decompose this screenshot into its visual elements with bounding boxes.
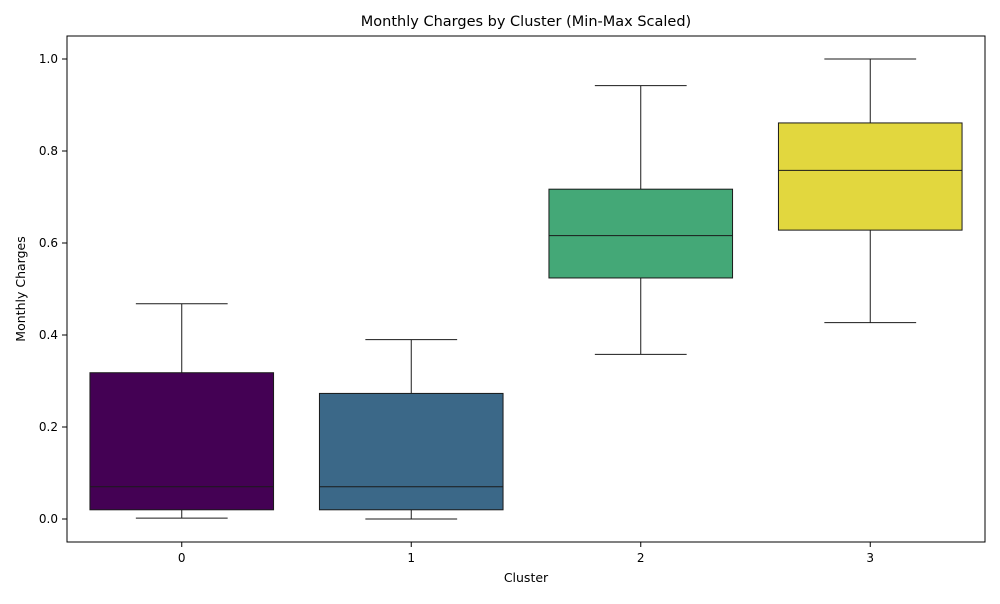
plot-frame: [66, 35, 986, 543]
x-tick-label: 2: [637, 551, 645, 565]
box-group-cluster-0: [89, 303, 275, 519]
box-group-cluster-2: [548, 85, 734, 355]
y-tick-label: 0.4: [39, 328, 58, 342]
iqr-box: [548, 188, 734, 279]
iqr-box: [318, 392, 504, 511]
x-tick-label: 1: [407, 551, 415, 565]
plot-area: 0.0 0.2 0.4 0.6 0.8 1.0 0 1 2 3: [39, 52, 963, 565]
y-tick-label: 0.6: [39, 236, 58, 250]
iqr-box: [89, 372, 275, 511]
y-tick-label: 0.0: [39, 512, 58, 526]
x-tick-label: 3: [866, 551, 874, 565]
box-group-cluster-3: [777, 58, 963, 324]
chart-title: Monthly Charges by Cluster (Min-Max Scal…: [361, 14, 691, 30]
x-axis-label: Cluster: [504, 570, 549, 585]
iqr-box: [777, 122, 963, 231]
y-tick-label: 0.2: [39, 420, 58, 434]
y-tick-label: 1.0: [39, 52, 58, 66]
y-tick-label: 0.8: [39, 144, 58, 158]
box-group-cluster-1: [318, 339, 504, 520]
x-tick-label: 0: [178, 551, 186, 565]
y-axis-label: Monthly Charges: [13, 236, 28, 341]
